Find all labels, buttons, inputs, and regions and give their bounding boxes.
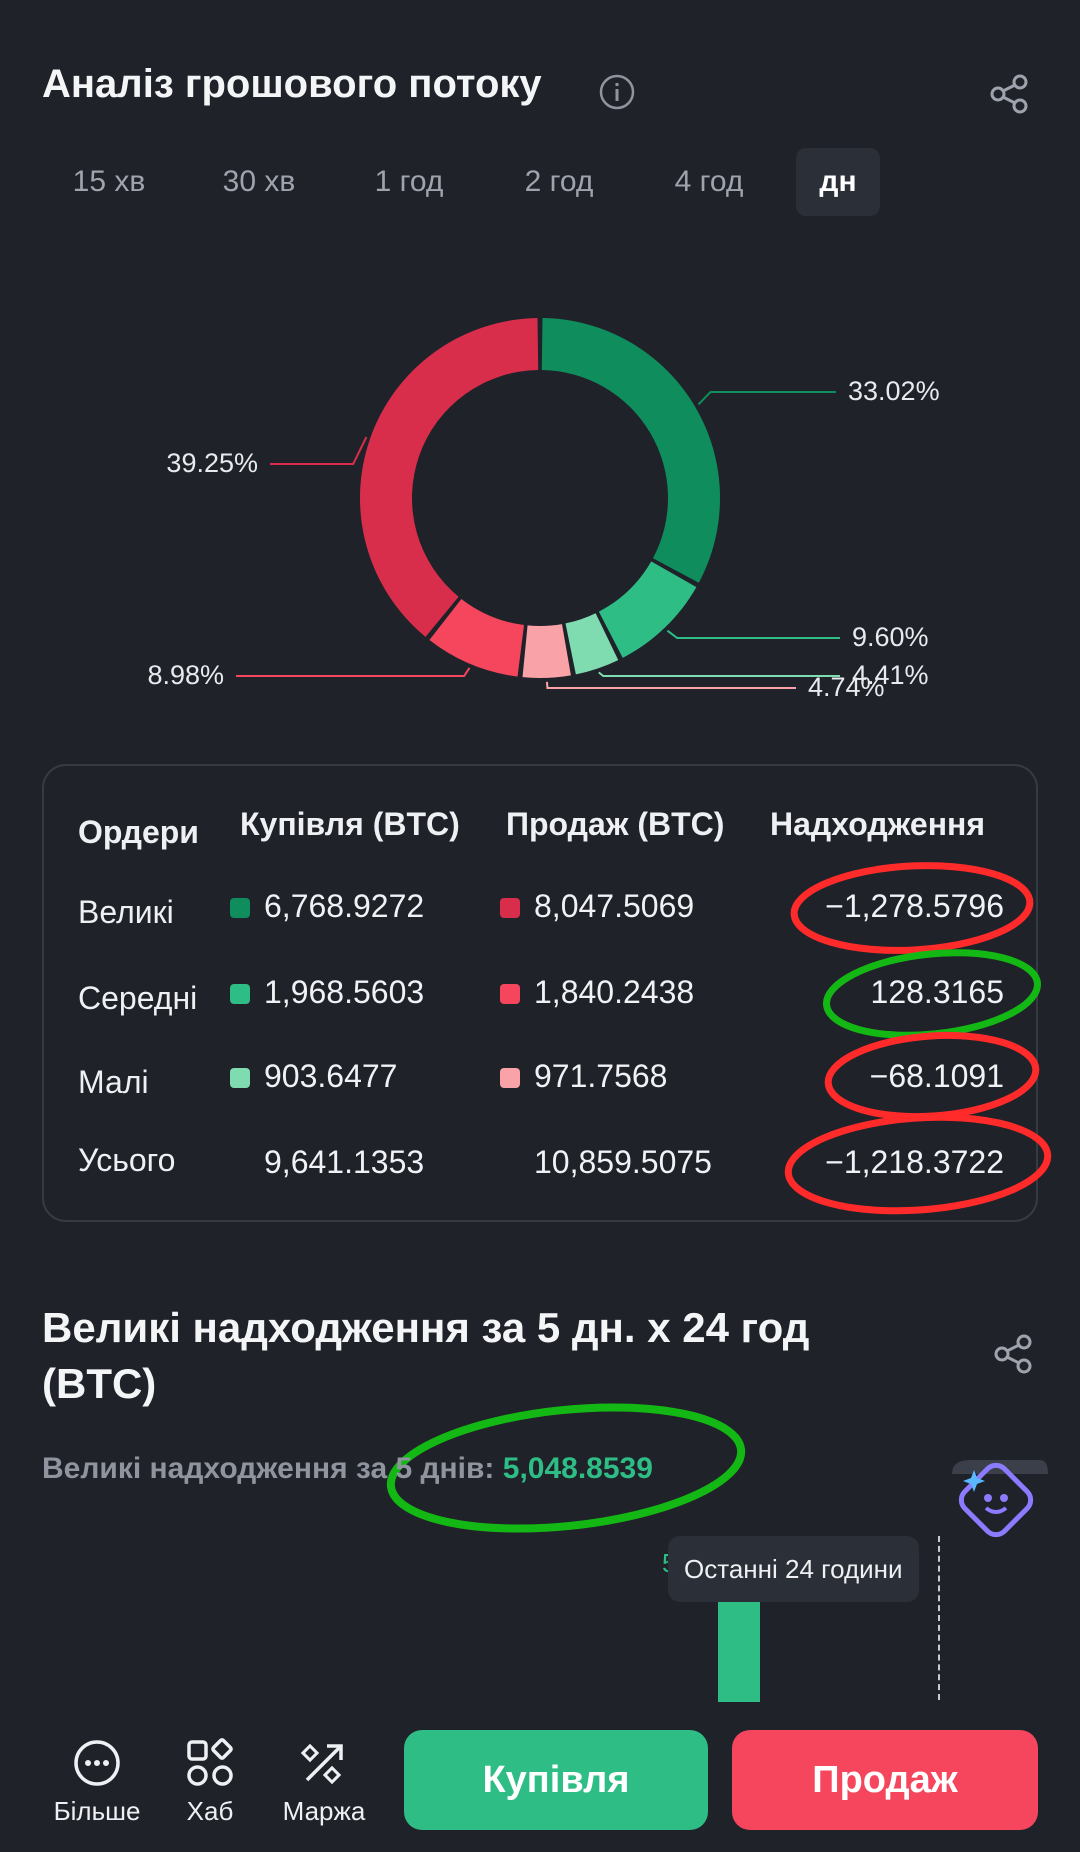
nav-hub-label: Хаб <box>186 1796 234 1826</box>
donut-label: 8.98% <box>147 660 224 690</box>
orders-table: Ордери Купівля (BTC) Продаж (BTC) Надход… <box>42 764 1038 1222</box>
donut-slice[interactable] <box>565 613 619 675</box>
tab-4h[interactable]: 4 год <box>674 165 744 198</box>
large-inflow-summary: Великі надходження за 5 днів: 5,048.8539 <box>42 1452 653 1486</box>
donut-label: 33.02% <box>848 376 940 406</box>
sell-color-swatch <box>500 984 520 1004</box>
donut-label: 4.41% <box>852 660 929 690</box>
donut-slice[interactable] <box>541 318 720 583</box>
header-sell: Продаж (BTC) <box>506 806 725 842</box>
bottom-action-bar: Більше Хаб Маржа Купівля Продаж <box>0 1708 1080 1852</box>
ai-assistant-icon[interactable] <box>944 1452 1048 1544</box>
row-label-medium: Середні <box>78 980 198 1016</box>
net-value: 128.3165 <box>870 974 1004 1010</box>
donut-label: 4.74% <box>808 672 885 702</box>
net-value: −68.1091 <box>869 1058 1004 1094</box>
row-label-total: Усього <box>78 1142 176 1178</box>
nav-margin[interactable]: Маржа <box>278 1738 370 1827</box>
sell-value: 8,047.5069 <box>534 888 695 924</box>
sell-button[interactable]: Продаж <box>732 1730 1038 1830</box>
donut-leader-line <box>666 629 840 639</box>
buy-value: 903.6477 <box>264 1058 398 1094</box>
donut-slice[interactable] <box>598 561 697 658</box>
cash-flow-donut-chart: 33.02% 9.60% 4.41% 4.74% 8.98% 39.25% <box>0 300 1080 730</box>
buy-color-swatch <box>230 984 250 1004</box>
donut-slice[interactable] <box>429 599 525 677</box>
donut-leader-line <box>545 681 796 689</box>
nav-more-label: Більше <box>53 1796 141 1826</box>
donut-leader-line <box>697 391 836 406</box>
sell-value: 971.7568 <box>534 1058 668 1094</box>
donut-leader-line <box>236 667 471 677</box>
large-inflow-title: Великі надходження за 5 дн. x 24 год (BT… <box>42 1304 810 1407</box>
margin-icon <box>300 1743 343 1785</box>
sell-value: 10,859.5075 <box>534 1144 712 1180</box>
share-icon[interactable] <box>988 72 1032 116</box>
nav-margin-label: Маржа <box>282 1796 366 1826</box>
share-icon[interactable] <box>992 1332 1036 1376</box>
tab-15m[interactable]: 15 хв <box>72 165 146 198</box>
row-label-small: Малі <box>78 1064 149 1100</box>
buy-color-swatch <box>230 898 250 918</box>
tab-1h[interactable]: 1 год <box>374 165 444 198</box>
nav-hub[interactable]: Хаб <box>180 1738 240 1827</box>
donut-slice[interactable] <box>522 624 571 678</box>
buy-value: 9,641.1353 <box>264 1144 425 1180</box>
donut-leader-line <box>598 671 840 677</box>
buy-button[interactable]: Купівля <box>404 1730 708 1830</box>
donut-label: 39.25% <box>166 448 258 478</box>
page-title: Аналіз грошового потоку <box>42 62 542 106</box>
header-buy: Купівля (BTC) <box>240 806 460 842</box>
tab-day[interactable]: дн <box>796 148 880 216</box>
summary-value: 5,048.8539 <box>502 1452 653 1485</box>
header-net: Надходження <box>770 806 986 842</box>
tab-2h[interactable]: 2 год <box>524 165 594 198</box>
timeframe-tabs: 15 хв 30 хв 1 год 2 год 4 год дн <box>44 148 904 216</box>
sell-color-swatch <box>500 898 520 918</box>
info-icon[interactable] <box>598 73 636 111</box>
buy-color-swatch <box>230 1068 250 1088</box>
inflow-bar[interactable] <box>718 1602 760 1702</box>
sell-color-swatch <box>500 1068 520 1088</box>
more-icon <box>74 1740 120 1786</box>
net-value: −1,278.5796 <box>825 888 1004 924</box>
summary-label: Великі надходження за 5 днів: <box>42 1452 495 1485</box>
tab-30m[interactable]: 30 хв <box>222 165 296 198</box>
sell-value: 1,840.2438 <box>534 974 695 1010</box>
buy-value: 1,968.5603 <box>264 974 425 1010</box>
nav-more[interactable]: Більше <box>52 1738 142 1827</box>
donut-leader-line <box>270 436 368 465</box>
net-value: −1,218.3722 <box>825 1144 1004 1180</box>
header-orders: Ордери <box>78 814 199 850</box>
last-24h-tooltip: Останні 24 години <box>668 1536 919 1602</box>
row-label-large: Великі <box>78 894 174 930</box>
crosshair-line <box>938 1536 940 1700</box>
hub-icon <box>187 1738 233 1786</box>
donut-slice[interactable] <box>360 318 539 637</box>
buy-value: 6,768.9272 <box>264 888 425 924</box>
donut-label: 9.60% <box>852 622 929 652</box>
